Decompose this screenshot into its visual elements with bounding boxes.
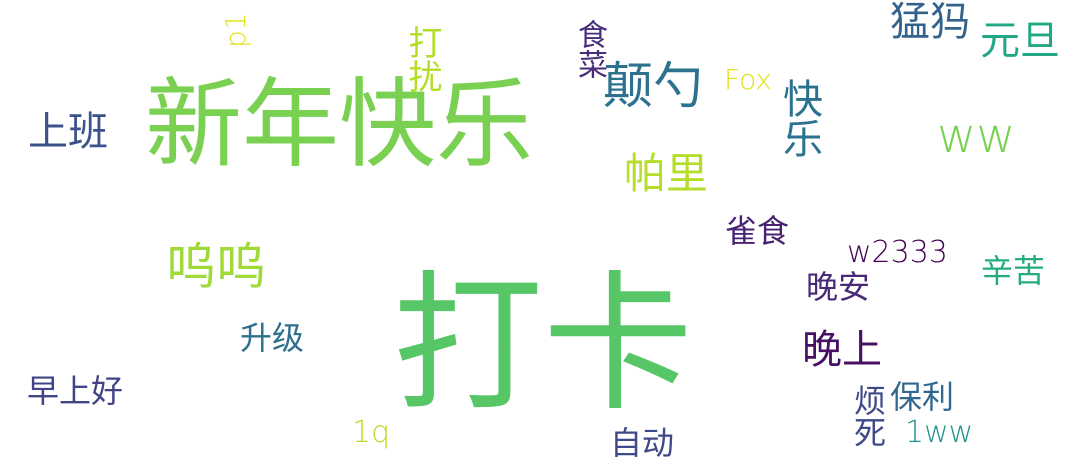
word-daka: 打卡 [393, 258, 694, 432]
word-ww: ww [937, 108, 1016, 164]
word-1q: 1q [352, 415, 391, 450]
word-fox: Fox [724, 63, 772, 96]
word-zaoshanghao: 早上好 [27, 372, 124, 410]
word-yuandan: 元旦 [980, 18, 1060, 64]
word-shicai: 食菜 [572, 19, 607, 79]
word-kuaile: 快乐 [776, 78, 822, 158]
word-mengma: 猛犸 [890, 0, 970, 45]
word-p1: p1 [219, 12, 252, 48]
word-shangban: 上班 [28, 109, 108, 155]
word-wanan: 晚安 [806, 268, 871, 306]
word-wuwu: 呜呜 [166, 238, 266, 296]
word-darao: 打扰 [402, 25, 442, 93]
word-wanshang: 晚上 [802, 327, 882, 373]
word-fansi: 烦死 [849, 384, 887, 448]
word-1ww: 1ww [905, 415, 974, 450]
word-shengji: 升级 [240, 319, 305, 357]
word-xinnian: 新年快乐 [145, 68, 533, 181]
word-baoli: 保利 [890, 378, 955, 416]
word-diansao: 颠勺 [603, 57, 703, 115]
word-pali: 帕里 [624, 149, 709, 198]
word-queshi: 雀食 [725, 212, 790, 250]
word-w2333: w2333 [847, 235, 948, 270]
word-xinku: 辛苦 [981, 252, 1046, 290]
word-zidong: 自动 [610, 424, 675, 462]
